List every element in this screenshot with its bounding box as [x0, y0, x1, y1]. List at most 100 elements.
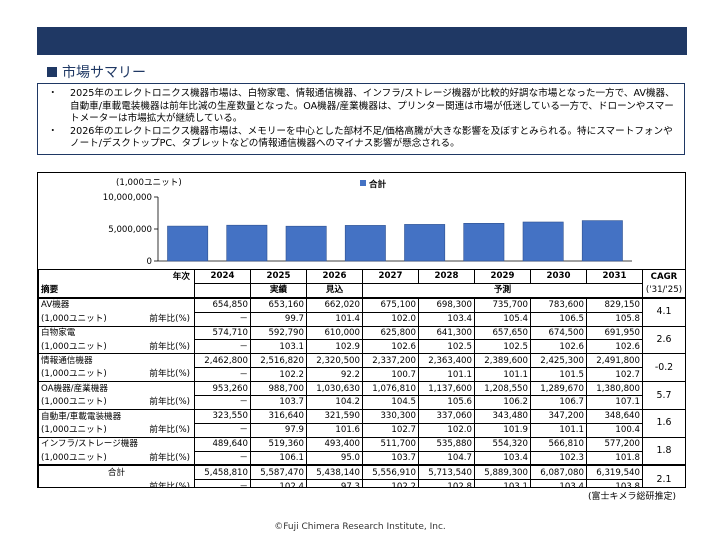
bar-2024: [167, 225, 209, 262]
value-cell: 657,650: [474, 325, 531, 341]
row-label: 白物家電: [38, 325, 195, 340]
y-tick-label: 10,000,000: [103, 193, 152, 203]
value-cell: 654,850: [194, 296, 251, 313]
y-tick-label: 5,000,000: [108, 225, 152, 235]
value-cell: 691,950: [586, 325, 643, 341]
cagr-cell: -0.2: [642, 353, 685, 383]
value-cell: 2,462,800: [194, 353, 251, 369]
year-header: 2027: [362, 269, 419, 284]
value-cell: 1,380,800: [586, 381, 643, 397]
value-cell: 6,087,080: [530, 464, 587, 481]
cagr-period: ('31/'25): [642, 283, 685, 299]
yoy-cell: 100.7: [362, 367, 419, 383]
yoy-cell: 92.2: [306, 367, 363, 383]
summary-bullet-2: 2026年のエレクトロニクス機器市場は、メモリーを中心とした部材不足/価格高騰が…: [48, 126, 676, 151]
yoy-cell: 99.7: [250, 311, 307, 327]
y-tick-label: 0: [147, 257, 152, 267]
yoy-cell: 100.4: [586, 422, 643, 438]
row-sublabel: (1,000ユニット) 前年比(%): [38, 423, 195, 438]
value-cell: 348,640: [586, 408, 643, 424]
value-cell: 5,587,470: [250, 464, 307, 481]
yoy-cell: 101.4: [306, 311, 363, 327]
value-cell: 330,300: [362, 408, 419, 424]
yoy-cell: 102.0: [362, 311, 419, 327]
phase-actual-blank: [194, 282, 251, 299]
market-data-table: 年次 2024 2025 2026 2027 2028 2029 2030 20…: [38, 269, 685, 488]
value-cell: 735,700: [474, 296, 531, 313]
value-cell: 675,100: [362, 296, 419, 313]
bar-chart: (1,000ユニット) 合計 10,000,000 5,000,000 0: [103, 178, 632, 267]
value-cell: 2,491,800: [586, 353, 643, 369]
legend-swatch: [360, 180, 366, 186]
value-cell: 347,200: [530, 408, 587, 424]
corner-year-label: 年次: [38, 269, 195, 284]
unit-label: (1,000ユニット): [41, 452, 107, 463]
yoy-cell: 102.7: [362, 422, 419, 438]
yoy-cell: 104.5: [362, 395, 419, 410]
summary-box: 2025年のエレクトロニクス機器市場は、白物家電、情報通信機器、インフラ/ストレ…: [37, 83, 685, 155]
yoy-cell: 102.8: [418, 479, 475, 487]
yoy-label: 前年比(%): [149, 481, 190, 488]
bar-2025: [226, 224, 268, 262]
value-cell: 566,810: [530, 436, 587, 452]
unit-label: (1,000ユニット): [41, 341, 107, 352]
yoy-cell: 103.8: [586, 479, 643, 487]
value-cell: 674,500: [530, 325, 587, 341]
value-cell: 2,320,500: [306, 353, 363, 369]
cagr-cell: 2.1: [642, 464, 685, 487]
yoy-cell: 106.2: [474, 395, 531, 410]
square-bullet-icon: [47, 67, 57, 77]
value-cell: 511,700: [362, 436, 419, 452]
unit-label: (1,000ユニット): [41, 313, 107, 324]
yoy-cell: 103.4: [474, 450, 531, 466]
yoy-cell: 104.7: [418, 450, 475, 466]
yoy-cell: 103.4: [530, 479, 587, 487]
yoy-cell: 106.5: [530, 311, 587, 327]
value-cell: 783,600: [530, 296, 587, 313]
source-note: (富士キメラ総研推定): [588, 492, 677, 502]
value-cell: 321,590: [306, 408, 363, 424]
value-cell: 337,060: [418, 408, 475, 424]
phase-actual: 実績: [250, 282, 307, 299]
yoy-cell: －: [194, 450, 251, 466]
yoy-cell: 95.0: [306, 450, 363, 466]
yoy-cell: －: [194, 367, 251, 383]
phase-estimate: 見込: [306, 282, 363, 299]
value-cell: 2,389,600: [474, 353, 531, 369]
row-label: インフラ/ストレージ機器: [38, 436, 195, 452]
yoy-cell: 106.1: [250, 450, 307, 466]
legend-label: 合計: [369, 178, 387, 190]
yoy-label: 前年比(%): [149, 424, 190, 435]
value-cell: 6,319,540: [586, 464, 643, 481]
value-cell: 1,137,600: [418, 381, 475, 397]
row-label: 自動車/車載電装機器: [38, 408, 195, 424]
yoy-cell: 103.4: [418, 311, 475, 327]
value-cell: 829,150: [586, 296, 643, 313]
value-cell: 2,516,820: [250, 353, 307, 369]
value-cell: 1,208,550: [474, 381, 531, 397]
value-cell: 5,438,140: [306, 464, 363, 481]
value-cell: 5,889,300: [474, 464, 531, 481]
value-cell: 1,076,810: [362, 381, 419, 397]
yoy-cell: 101.8: [586, 450, 643, 466]
chart-y-unit-label: (1,000ユニット): [116, 178, 182, 188]
yoy-cell: 102.7: [586, 367, 643, 383]
value-cell: 5,556,910: [362, 464, 419, 481]
yoy-label: 前年比(%): [149, 369, 190, 380]
yoy-cell: 104.2: [306, 395, 363, 410]
value-cell: 2,363,400: [418, 353, 475, 369]
yoy-cell: 103.7: [250, 395, 307, 410]
bar-2029: [463, 222, 505, 262]
yoy-cell: 103.1: [474, 479, 531, 487]
row-sublabel: (1,000ユニット) 前年比(%): [38, 312, 195, 327]
year-header: 2025: [250, 269, 307, 284]
yoy-cell: 105.6: [418, 395, 475, 410]
year-header: 2024: [194, 269, 251, 284]
yoy-cell: 102.6: [530, 339, 587, 355]
yoy-cell: 102.0: [418, 422, 475, 438]
yoy-cell: 97.9: [250, 422, 307, 438]
yoy-cell: 106.7: [530, 395, 587, 410]
bar-2028: [404, 224, 446, 262]
chart-table-panel: (1,000ユニット) 合計 10,000,000 5,000,000 0 年次…: [37, 172, 686, 488]
value-cell: 610,000: [306, 325, 363, 341]
